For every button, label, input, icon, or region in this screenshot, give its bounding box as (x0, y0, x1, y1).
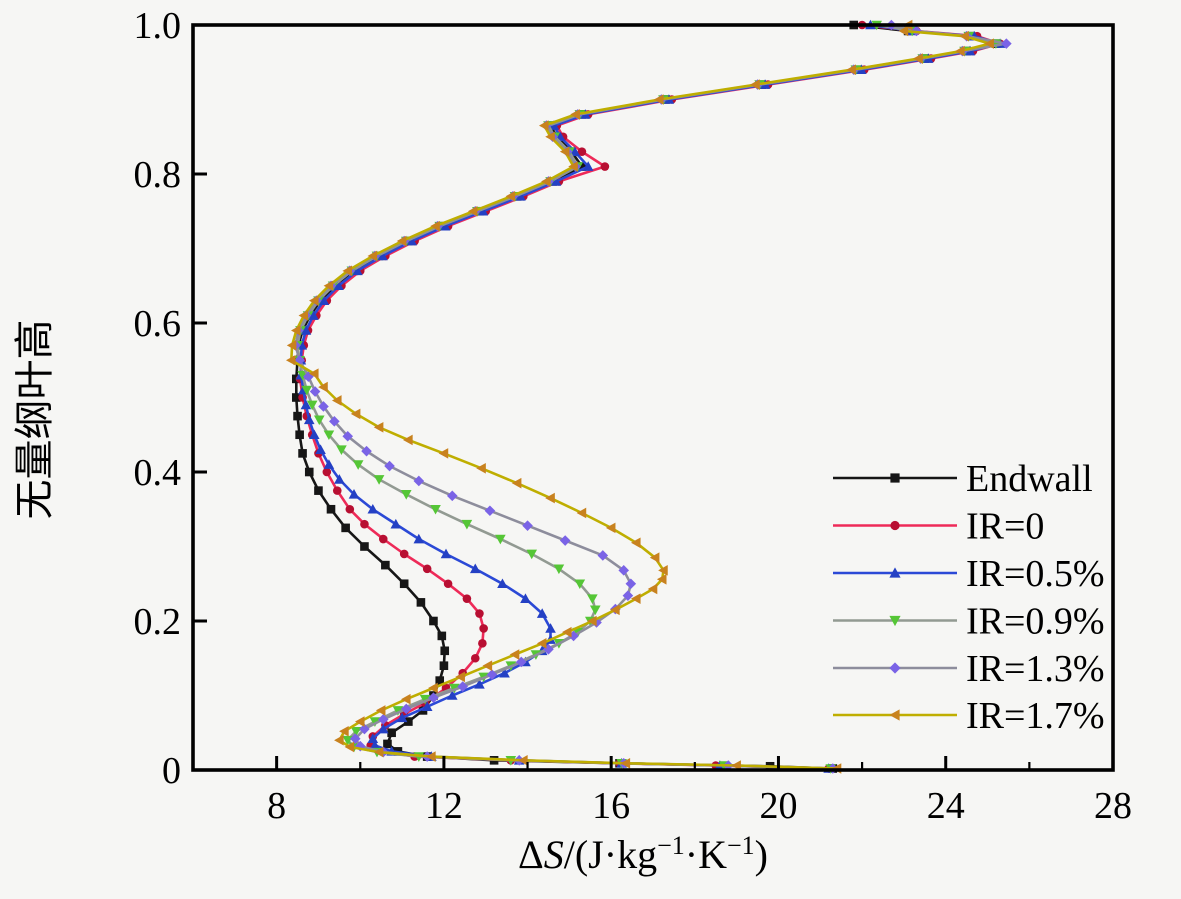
x-tick-label: 24 (927, 785, 965, 827)
series-ir-1-7- (285, 19, 994, 774)
legend-item-ir-0: IR=0 (833, 506, 1044, 548)
x-tick-label: 28 (1094, 785, 1132, 827)
y-tick-label: 0 (162, 750, 181, 792)
legend-label: IR=1.3% (966, 648, 1105, 690)
legend-item-ir-0-9-: IR=0.9% (833, 601, 1105, 643)
legend-item-endwall: Endwall (833, 458, 1093, 500)
y-tick-label: 0.8 (134, 154, 182, 196)
x-tick-label: 20 (759, 785, 797, 827)
legend-label: Endwall (966, 458, 1093, 500)
legend-item-ir-0-5-: IR=0.5% (833, 553, 1105, 595)
legend-label: IR=1.7% (966, 695, 1105, 737)
legend: Endwall IR=0 IR=0.5% IR=0.9% IR=1.3% IR=1.7% (833, 458, 1105, 737)
y-tick-label: 0.4 (134, 452, 182, 494)
x-tick-label: 12 (425, 785, 463, 827)
plot-frame (191, 23, 1115, 772)
legend-item-ir-1-3-: IR=1.3% (833, 648, 1105, 690)
x-axis-title: ΔS/(J·kg−1·K−1) (518, 831, 768, 878)
legend-label: IR=0 (966, 506, 1044, 548)
y-axis-title: 无量纲叶高 (12, 320, 57, 520)
legend-item-ir-1-7-: IR=1.7% (833, 695, 1105, 737)
y-tick-label: 0.2 (134, 601, 182, 643)
y-tick-label: 1.0 (134, 5, 182, 47)
y-tick-label: 0.6 (134, 303, 182, 345)
legend-label: IR=0.5% (966, 553, 1105, 595)
x-tick-label: 16 (592, 785, 630, 827)
axis-ticks: 8 12 16 20 24 28 0 0.2 0.4 0.6 0.8 1.0 (134, 5, 1133, 827)
series-markers (285, 19, 994, 774)
legend-label: IR=0.9% (966, 601, 1105, 643)
x-tick-label: 8 (267, 785, 286, 827)
